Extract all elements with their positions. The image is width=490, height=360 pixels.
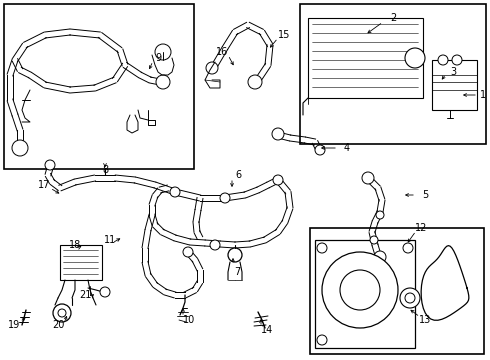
Circle shape	[315, 145, 325, 155]
Circle shape	[438, 55, 448, 65]
Circle shape	[317, 243, 327, 253]
Circle shape	[400, 288, 420, 308]
Circle shape	[273, 175, 283, 185]
Circle shape	[248, 75, 262, 89]
Bar	[308, 18, 423, 98]
Circle shape	[362, 172, 374, 184]
Text: 17: 17	[38, 180, 50, 190]
Circle shape	[405, 48, 425, 68]
Circle shape	[155, 44, 171, 60]
Text: 6: 6	[235, 170, 241, 180]
Circle shape	[452, 55, 462, 65]
Bar	[60, 245, 102, 280]
Circle shape	[376, 211, 384, 219]
Text: 2: 2	[390, 13, 396, 23]
Circle shape	[156, 75, 170, 89]
Text: 21: 21	[79, 290, 91, 300]
Circle shape	[272, 128, 284, 140]
Circle shape	[374, 251, 386, 263]
Text: 1: 1	[480, 90, 486, 100]
Text: 3: 3	[450, 67, 456, 77]
Circle shape	[170, 187, 180, 197]
Circle shape	[183, 247, 193, 257]
Circle shape	[210, 240, 220, 250]
Text: 7: 7	[234, 267, 240, 277]
Text: 13: 13	[419, 315, 431, 325]
Text: 12: 12	[415, 223, 427, 233]
Circle shape	[206, 62, 218, 74]
Text: 16: 16	[216, 47, 228, 57]
Text: 19: 19	[8, 320, 20, 330]
Bar	[310, 228, 484, 354]
Circle shape	[12, 140, 28, 156]
Bar	[315, 240, 415, 348]
Text: 15: 15	[278, 30, 290, 40]
Text: 5: 5	[422, 190, 428, 200]
Circle shape	[53, 304, 71, 322]
Circle shape	[405, 293, 415, 303]
Text: 9: 9	[155, 53, 161, 63]
Text: 11: 11	[104, 235, 116, 245]
Text: 4: 4	[344, 143, 350, 153]
Circle shape	[228, 248, 242, 262]
Circle shape	[340, 270, 380, 310]
Text: 8: 8	[102, 165, 108, 175]
Text: 20: 20	[52, 320, 64, 330]
Circle shape	[370, 236, 378, 244]
Bar	[432, 60, 477, 110]
Circle shape	[220, 193, 230, 203]
Bar	[300, 4, 486, 144]
Text: 14: 14	[261, 325, 273, 335]
Circle shape	[403, 243, 413, 253]
Circle shape	[317, 335, 327, 345]
Circle shape	[45, 160, 55, 170]
Text: 18: 18	[69, 240, 81, 250]
Circle shape	[58, 309, 66, 317]
Circle shape	[100, 287, 110, 297]
Bar	[4, 4, 194, 169]
Circle shape	[322, 252, 398, 328]
Text: 10: 10	[183, 315, 195, 325]
